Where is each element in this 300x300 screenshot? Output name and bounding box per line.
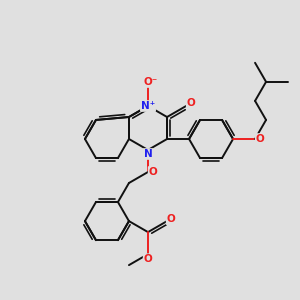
Text: N: N — [144, 149, 152, 159]
Text: O⁻: O⁻ — [144, 77, 158, 87]
Text: O: O — [256, 134, 264, 144]
Text: O: O — [148, 167, 158, 177]
Text: O: O — [144, 254, 152, 264]
Text: O: O — [187, 98, 196, 108]
Text: N⁺: N⁺ — [141, 101, 155, 111]
Text: O: O — [167, 214, 176, 224]
